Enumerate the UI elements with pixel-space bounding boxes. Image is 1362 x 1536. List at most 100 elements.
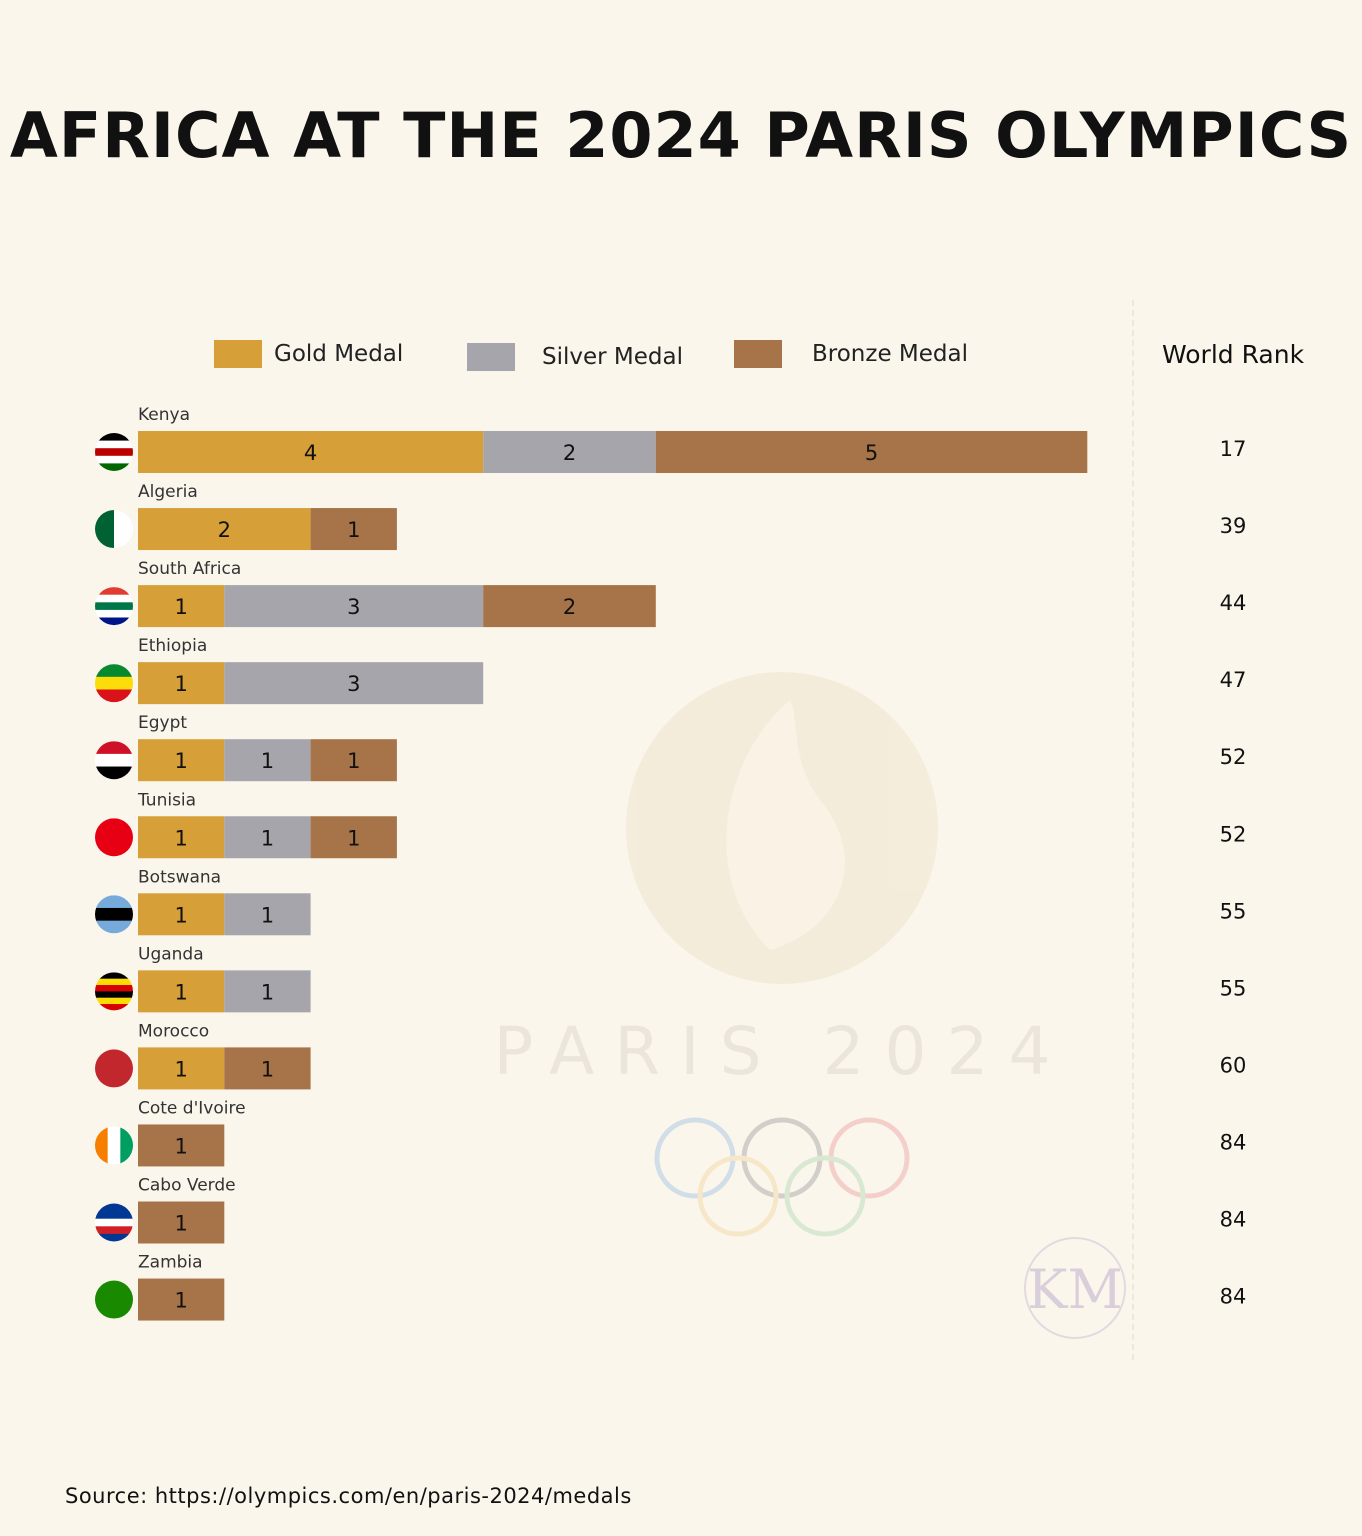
bar-label-bronze: 1 (174, 1134, 187, 1158)
divider (1132, 300, 1134, 1360)
bar-silver (224, 816, 311, 859)
bar-bronze (138, 1201, 225, 1244)
bar-label-gold: 1 (174, 826, 187, 850)
bar-label-bronze: 1 (261, 1057, 274, 1081)
bar-gold (138, 431, 484, 473)
bar-label-gold: 2 (218, 518, 231, 542)
country-label: Botswana (138, 867, 221, 887)
country-label: Cabo Verde (138, 1176, 236, 1196)
paris-2024-watermark-text: PARIS 2024 (494, 1013, 1071, 1090)
bar-label-silver: 1 (261, 903, 274, 927)
legend-silver: Silver Medal (467, 343, 683, 371)
bar-bronze (310, 508, 397, 551)
legend-swatch-gold (214, 340, 262, 368)
cote-divoire-flag-icon (95, 1126, 133, 1165)
legend-label-gold: Gold Medal (274, 341, 404, 367)
bar-label-silver: 1 (261, 826, 274, 850)
world-rank-value: 84 (1220, 1208, 1247, 1232)
world-rank-value: 84 (1220, 1130, 1247, 1154)
country-label: Algeria (138, 482, 198, 502)
bar-gold (138, 816, 225, 859)
source-note: Source: https://olympics.com/en/paris-20… (65, 1484, 632, 1508)
legend-gold: Gold Medal (214, 340, 403, 368)
svg-text:KM: KM (1027, 1258, 1123, 1321)
botswana-flag-icon (95, 895, 133, 934)
kenya-flag-icon (95, 433, 133, 471)
bar-label-bronze: 1 (347, 518, 360, 542)
bar-label-silver: 2 (563, 441, 576, 465)
chart-title: AFRICA AT THE 2024 PARIS OLYMPICS (9, 99, 1353, 172)
bar-gold (138, 1047, 225, 1090)
tunisia-flag-icon (95, 818, 133, 857)
legend-swatch-bronze (734, 340, 782, 368)
egypt-flag-icon (95, 741, 133, 780)
bar-bronze (310, 816, 397, 859)
ethiopia-flag-icon (95, 664, 133, 703)
bar-label-bronze: 5 (865, 441, 878, 465)
bar-label-bronze: 1 (347, 826, 360, 850)
algeria-flag-icon (95, 510, 133, 549)
uganda-flag-icon (95, 972, 133, 1011)
paris-2024-logo-watermark: PARIS 2024 (494, 672, 1071, 1237)
bar-label-gold: 1 (174, 980, 187, 1004)
bar-label-bronze: 1 (174, 1289, 187, 1313)
bar-label-gold: 1 (174, 1057, 187, 1081)
world-rank-value: 47 (1220, 668, 1247, 692)
bar-label-silver: 1 (261, 980, 274, 1004)
country-label: South Africa (138, 559, 241, 579)
country-label: Kenya (138, 405, 190, 425)
bar-bronze (655, 431, 1088, 473)
bar-label-gold: 4 (304, 441, 317, 465)
country-label: Uganda (138, 944, 204, 964)
bar-bronze (138, 1278, 225, 1321)
legend-swatch-silver (467, 343, 515, 371)
country-label: Egypt (138, 713, 187, 733)
bar-gold (138, 893, 225, 936)
world-rank-value: 84 (1220, 1285, 1247, 1309)
south-africa-flag-icon (95, 587, 133, 626)
world-rank-value: 44 (1220, 591, 1247, 615)
bar-label-bronze: 1 (174, 1212, 187, 1236)
bar-label-bronze: 1 (347, 749, 360, 773)
bar-gold (138, 739, 225, 782)
km-signature-watermark: KM (1024, 1237, 1126, 1339)
bar-label-gold: 1 (174, 595, 187, 619)
bar-label-silver: 3 (347, 672, 360, 696)
bar-label-gold: 1 (174, 749, 187, 773)
bar-silver (224, 739, 311, 782)
world-rank-value: 60 (1220, 1053, 1247, 1077)
bar-silver (224, 662, 484, 705)
bar-silver (224, 970, 311, 1013)
legend-bronze: Bronze Medal (734, 340, 968, 368)
bar-gold (138, 585, 225, 628)
bar-label-silver: 3 (347, 595, 360, 619)
world-rank-value: 55 (1220, 976, 1247, 1000)
bar-label-silver: 1 (261, 749, 274, 773)
world-rank-header: World Rank (1162, 340, 1305, 369)
bar-silver (224, 893, 311, 936)
country-label: Zambia (138, 1253, 203, 1273)
legend-label-bronze: Bronze Medal (812, 341, 968, 367)
bar-bronze (224, 1047, 311, 1090)
bar-label-gold: 1 (174, 672, 187, 696)
legend-label-silver: Silver Medal (542, 344, 683, 370)
bar-silver (483, 431, 656, 473)
world-rank-value: 17 (1220, 437, 1247, 461)
country-label: Tunisia (137, 790, 196, 810)
bar-bronze (483, 585, 656, 628)
world-rank-value: 52 (1220, 822, 1247, 846)
country-label: Ethiopia (138, 636, 207, 656)
bar-gold (138, 662, 225, 705)
bar-label-bronze: 2 (563, 595, 576, 619)
bar-bronze (138, 1124, 225, 1167)
bar-silver (224, 585, 484, 628)
world-rank-value: 52 (1220, 745, 1247, 769)
bar-label-gold: 1 (174, 903, 187, 927)
world-rank-value: 55 (1220, 899, 1247, 923)
zambia-flag-icon (95, 1280, 133, 1319)
bar-gold (138, 508, 311, 551)
bar-bronze (310, 739, 397, 782)
country-label: Morocco (138, 1021, 209, 1041)
bar-gold (138, 970, 225, 1013)
